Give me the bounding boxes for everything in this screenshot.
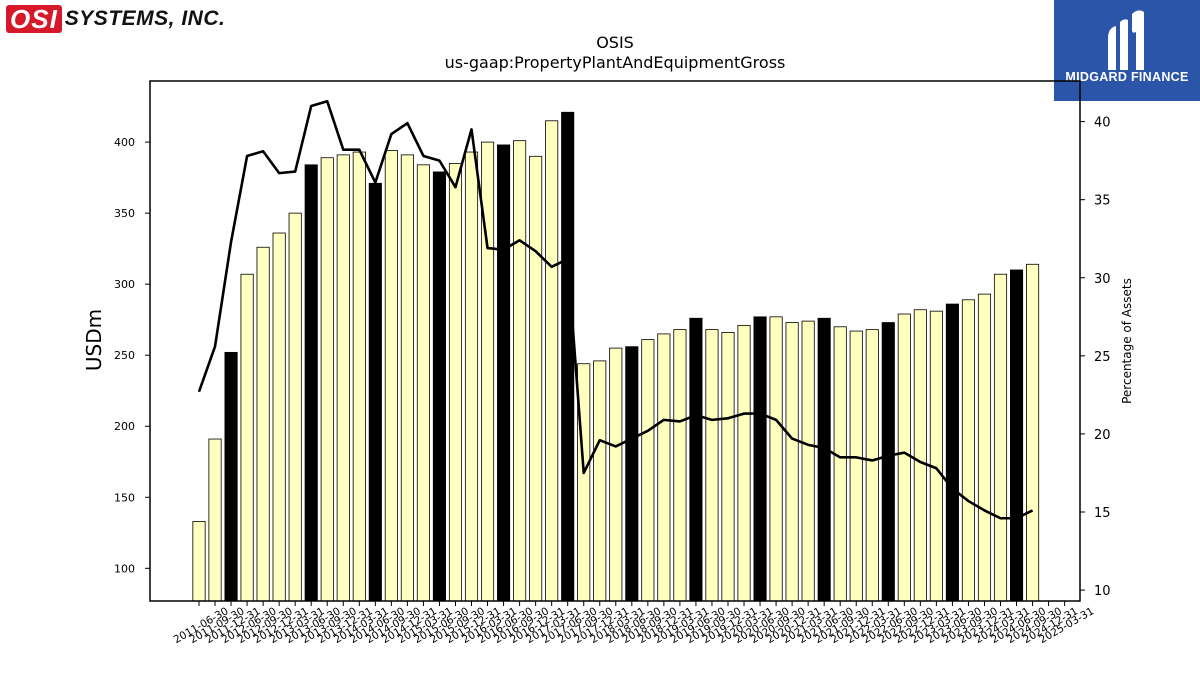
bar xyxy=(1009,269,1024,602)
y2-tick-label: 10 xyxy=(1094,584,1111,599)
y-tick-label: 250 xyxy=(114,349,135,362)
bar xyxy=(753,316,767,602)
bar xyxy=(961,299,975,602)
bar xyxy=(993,273,1008,602)
y2-tick-label: 30 xyxy=(1094,272,1111,287)
midgard-finance-logo: MIDGARD FINANCE xyxy=(1054,0,1200,101)
bar xyxy=(416,164,430,602)
bar xyxy=(240,273,254,602)
y2-tick-label: 15 xyxy=(1094,506,1111,521)
y2-axis-label: Percentage of Assets xyxy=(1120,278,1134,404)
osi-systems-logo: OSI SYSTEMS, INC. xyxy=(6,4,225,34)
bar xyxy=(352,151,366,602)
y-tick-label: 200 xyxy=(114,420,135,433)
bar xyxy=(833,326,847,602)
chart-title: OSIS xyxy=(596,33,634,52)
midgard-emblem-icon xyxy=(1108,10,1144,70)
bar xyxy=(641,339,655,602)
bar xyxy=(897,313,911,602)
bar xyxy=(817,317,831,602)
bar xyxy=(689,317,703,602)
y-tick-label: 100 xyxy=(114,562,135,575)
bar xyxy=(272,232,286,602)
bar xyxy=(849,330,863,602)
osi-logo-text: SYSTEMS, INC. xyxy=(64,7,226,30)
bar xyxy=(497,144,511,602)
bar xyxy=(400,154,414,602)
bar xyxy=(224,351,238,602)
bar xyxy=(945,303,959,602)
y2-tick-label: 25 xyxy=(1094,350,1111,365)
bar xyxy=(977,293,992,602)
bar xyxy=(865,329,879,602)
bar xyxy=(625,346,639,602)
bar xyxy=(721,332,735,602)
bar xyxy=(304,164,318,602)
series-line xyxy=(197,100,1034,520)
y-tick-label: 400 xyxy=(114,136,135,149)
bar xyxy=(929,310,943,602)
bar xyxy=(801,320,815,602)
osi-logo-mark: OSI xyxy=(6,5,62,33)
bar xyxy=(529,155,543,602)
bar xyxy=(513,140,527,602)
bar xyxy=(913,309,927,602)
bar xyxy=(384,150,398,602)
bar xyxy=(705,329,719,602)
y-axis-label: USDm xyxy=(82,309,106,371)
bar xyxy=(368,182,382,602)
bar xyxy=(1026,263,1040,602)
bar xyxy=(464,151,479,602)
bar xyxy=(785,322,799,602)
y2-tick-label: 35 xyxy=(1094,194,1111,209)
bar xyxy=(208,438,222,602)
bar xyxy=(769,316,783,602)
bar xyxy=(336,154,350,602)
bar xyxy=(320,157,334,602)
y-tick-label: 150 xyxy=(114,491,135,504)
bar xyxy=(432,171,446,602)
bar xyxy=(737,324,751,602)
midgard-logo-text: MIDGARD FINANCE xyxy=(1065,70,1189,84)
bar xyxy=(256,246,270,602)
y2-tick-label: 40 xyxy=(1094,116,1111,131)
bar xyxy=(545,120,559,602)
y2-tick-label: 20 xyxy=(1094,428,1111,443)
bar xyxy=(561,111,575,602)
chart-subtitle: us-gaap:PropertyPlantAndEquipmentGross xyxy=(445,53,786,72)
bar xyxy=(192,521,206,602)
bar xyxy=(657,333,671,602)
bar xyxy=(609,347,623,602)
bar xyxy=(673,329,687,602)
plot-frame xyxy=(149,80,1081,602)
bar xyxy=(288,212,302,602)
bar xyxy=(593,360,607,602)
y-tick-label: 300 xyxy=(114,278,135,291)
y-tick-label: 350 xyxy=(114,207,135,220)
bar xyxy=(448,162,463,602)
bar xyxy=(881,322,895,602)
